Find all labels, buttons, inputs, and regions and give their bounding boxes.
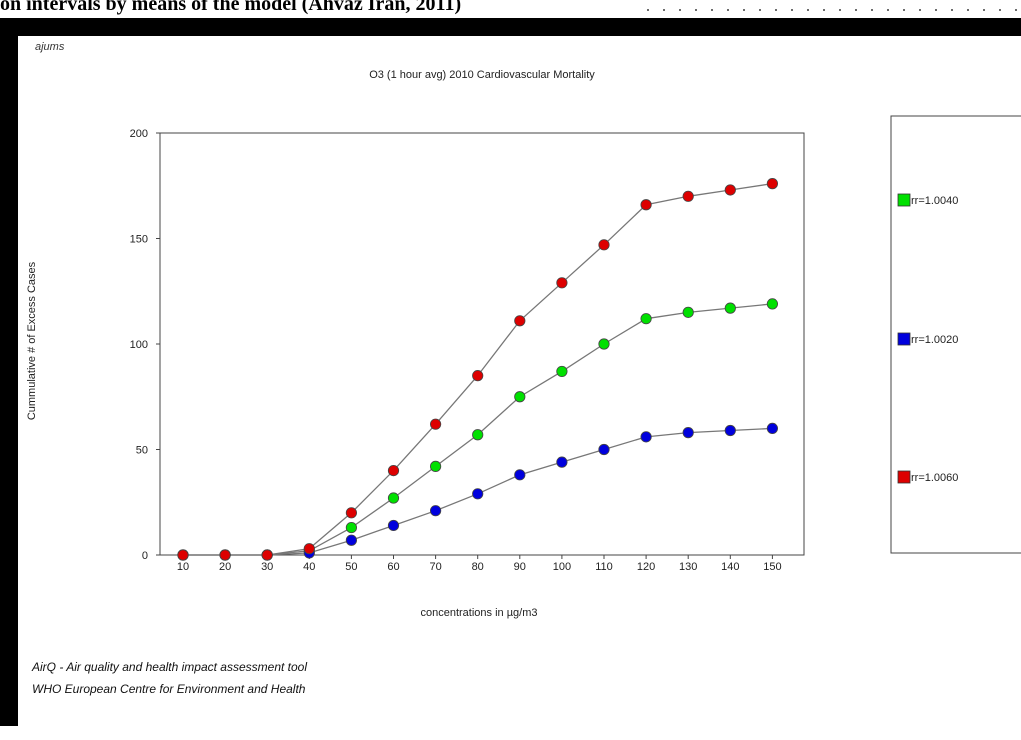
data-point-series-3 — [177, 549, 189, 561]
data-point-series-2 — [766, 422, 779, 434]
chart-window-frame: ajums O3 (1 hour avg) 2010 Cardiovascula… — [0, 18, 1021, 740]
data-point-series-1 — [429, 460, 442, 472]
figure-caption: on intervals by means of the model (Ahva… — [0, 0, 462, 15]
x-tick-label: 100 — [553, 561, 571, 573]
data-point-series-2 — [598, 443, 610, 456]
x-tick-label: 140 — [721, 561, 739, 573]
x-tick-label: 150 — [763, 561, 781, 573]
x-tick-label: 120 — [637, 561, 655, 573]
y-tick-label: 0 — [142, 550, 148, 562]
data-point-series-1 — [472, 429, 484, 441]
y-tick-label: 150 — [130, 234, 148, 246]
data-point-series-2 — [556, 456, 568, 468]
data-point-series-3 — [219, 549, 231, 561]
data-point-series-3 — [303, 543, 315, 555]
y-axis-label: Cummulative # of Excess Cases — [26, 261, 38, 420]
caption-strip: on intervals by means of the model (Ahva… — [0, 0, 1021, 18]
data-point-series-3 — [682, 190, 694, 202]
data-point-series-1 — [766, 298, 779, 310]
line-chart: O3 (1 hour avg) 2010 Cardiovascular Mort… — [26, 69, 1021, 619]
x-tick-label: 10 — [177, 561, 189, 573]
data-point-series-2 — [472, 488, 484, 500]
x-tick-label: 30 — [261, 561, 273, 573]
x-tick-label: 60 — [387, 561, 399, 573]
data-point-series-1 — [345, 521, 357, 534]
data-point-series-1 — [640, 313, 652, 325]
data-point-series-2 — [724, 424, 736, 437]
data-point-series-3 — [766, 178, 779, 190]
data-point-series-3 — [472, 370, 484, 382]
x-tick-label: 70 — [429, 561, 441, 573]
data-point-series-2 — [345, 534, 357, 546]
data-point-series-2 — [387, 519, 400, 532]
legend-label: rr=1.0040 — [911, 195, 958, 207]
legend-label: rr=1.0060 — [911, 472, 958, 484]
data-point-series-3 — [345, 507, 357, 519]
data-point-series-3 — [514, 315, 526, 327]
x-tick-label: 110 — [595, 561, 613, 573]
chart-title: O3 (1 hour avg) 2010 Cardiovascular Mort… — [369, 69, 595, 81]
y-tick-label: 200 — [130, 128, 148, 140]
data-point-series-2 — [429, 505, 442, 517]
legend-swatch — [897, 332, 911, 346]
data-point-series-1 — [387, 492, 400, 504]
data-point-series-2 — [640, 431, 652, 443]
data-point-series-3 — [387, 464, 400, 477]
data-point-series-3 — [724, 184, 736, 196]
x-tick-label: 50 — [345, 561, 357, 573]
data-point-series-1 — [724, 302, 736, 314]
footer-tool-name: AirQ - Air quality and health impact ass… — [32, 660, 308, 674]
caption-dotted-rule — [640, 8, 1021, 12]
data-point-series-1 — [514, 391, 526, 403]
x-tick-label: 130 — [679, 561, 697, 573]
brand-label: ajums — [35, 41, 65, 53]
legend-box — [890, 115, 1021, 554]
footer-organization: WHO European Centre for Environment and … — [32, 682, 306, 696]
data-point-series-2 — [514, 469, 526, 481]
x-tick-label: 20 — [219, 561, 231, 573]
data-point-series-3 — [556, 277, 568, 289]
y-tick-label: 100 — [130, 339, 148, 351]
data-point-series-1 — [556, 365, 568, 378]
legend-swatch — [897, 470, 911, 484]
x-tick-label: 40 — [303, 561, 315, 573]
data-point-series-3 — [598, 239, 610, 251]
y-tick-label: 50 — [136, 445, 148, 457]
legend-swatch — [897, 193, 911, 207]
x-tick-label: 90 — [514, 561, 526, 573]
data-point-series-1 — [598, 338, 610, 350]
x-tick-label: 80 — [472, 561, 484, 573]
data-point-series-2 — [682, 427, 694, 439]
data-point-series-1 — [682, 306, 694, 318]
data-point-series-3 — [640, 199, 652, 211]
x-axis-label: concentrations in µg/m3 — [420, 607, 537, 619]
chart-panel: ajums O3 (1 hour avg) 2010 Cardiovascula… — [18, 36, 1021, 740]
data-point-series-3 — [429, 418, 442, 430]
data-point-series-3 — [261, 549, 273, 561]
legend-label: rr=1.0020 — [911, 334, 958, 346]
